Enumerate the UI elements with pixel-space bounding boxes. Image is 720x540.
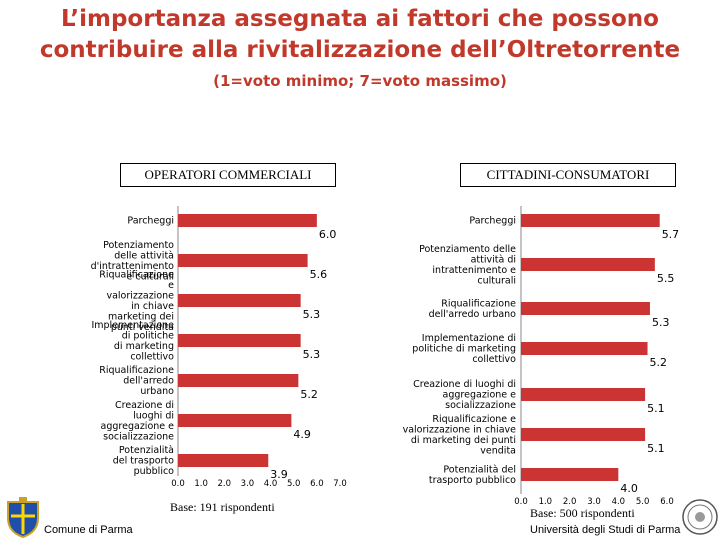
footer-left-label: Comune di Parma	[44, 524, 133, 536]
chart-2-x-tick-label: 5.0	[636, 497, 650, 507]
chart-2-value-label: 5.2	[650, 356, 668, 369]
chart-2-x-tick-label: 1.0	[539, 497, 553, 507]
chart-2-value-label: 4.0	[620, 482, 638, 495]
comune-parma-crest-icon	[7, 497, 39, 538]
footer-right-label: Università degli Studi di Parma	[530, 524, 681, 536]
chart-1-value-label: 3.9	[270, 468, 288, 481]
title-line-2: contribuire alla rivitalizzazione dell’O…	[39, 37, 681, 63]
chart-2-bar	[521, 258, 655, 271]
chart-1-category-label: Implementazione di politiche di marketing c…	[91, 320, 174, 363]
chart-2-category-label: Parcheggi	[469, 216, 516, 227]
chart-1-x-tick-label: 5.0	[287, 479, 301, 489]
chart-1-x-tick-label: 7.0	[333, 479, 347, 489]
chart-1-x-tick-label: 2.0	[218, 479, 232, 489]
chart-1-title: OPERATORI COMMERCIALI	[120, 163, 336, 187]
chart-2-value-label: 5.7	[662, 228, 680, 241]
chart-1-category-label: Riqualificazione e valorizzazione in chiave…	[99, 269, 174, 333]
chart-2-bar	[521, 388, 646, 401]
chart-2-bar	[521, 428, 646, 441]
chart-1-x-tick-label: 6.0	[310, 479, 324, 489]
chart-1-category-label: Creazione di luoghi di aggregazione e socia…	[101, 400, 175, 443]
chart-2-x-tick-label: 4.0	[612, 497, 626, 507]
chart-1-category-label: Potenziamento delle attività d'intrattenim…	[91, 240, 175, 283]
chart-1-value-label: 5.3	[303, 348, 321, 361]
chart-1-bar	[178, 454, 269, 467]
chart-2-value-label: 5.5	[657, 272, 675, 285]
chart-2-bar	[521, 214, 660, 227]
chart-2-category-label: Riqualificazione dell'arredo urbano	[429, 298, 517, 320]
chart-1-category-label: Potenzialità del trasporto pubblico	[113, 445, 174, 477]
chart-1-category-label: Riqualificazione dell'arredo urbano	[99, 365, 174, 397]
chart-2-category-label: Riqualificazione e valorizzazione in chia…	[403, 414, 517, 457]
chart-1-bar	[178, 374, 299, 387]
chart-1-bar	[178, 334, 301, 347]
chart-1-base-note: Base: 191 rispondenti	[170, 500, 275, 514]
chart-2-bar	[521, 302, 650, 315]
chart-1-category-label: Parcheggi	[127, 216, 174, 227]
chart-1-value-label: 5.2	[300, 388, 318, 401]
chart-2-category-label: Creazione di luoghi di aggregazione e soci…	[413, 379, 516, 411]
chart-2-title: CITTADINI-CONSUMATORI	[460, 163, 676, 187]
chart-1-bar	[178, 214, 317, 227]
chart-1-x-tick-label: 1.0	[194, 479, 208, 489]
chart-2-x-tick-label: 3.0	[587, 497, 601, 507]
chart-1-x-tick-label: 4.0	[264, 479, 278, 489]
chart-2-value-label: 5.1	[647, 442, 665, 455]
chart-1-bar	[178, 294, 301, 307]
page-subtitle: (1=voto minimo; 7=voto massimo)	[213, 72, 507, 90]
chart-1-bar	[178, 414, 292, 427]
university-seal-icon	[682, 499, 718, 535]
chart-2-value-label: 5.3	[652, 316, 670, 329]
chart-2-bar	[521, 468, 619, 481]
chart-1-value-label: 6.0	[319, 228, 337, 241]
chart-2-category-label: Implementazione di politiche di marketing…	[412, 333, 516, 365]
chart-1-x-tick-label: 3.0	[241, 479, 255, 489]
chart-1-bar	[178, 254, 308, 267]
chart-1-value-label: 4.9	[293, 428, 311, 441]
chart-2-x-tick-label: 6.0	[660, 497, 674, 507]
chart-2-x-tick-label: 2.0	[563, 497, 577, 507]
chart-2-category-label: Potenziamento delle attività di intratteni…	[419, 244, 516, 287]
chart-2-bar	[521, 342, 648, 355]
title-line-1: L’importanza assegnata ai fattori che po…	[61, 6, 659, 32]
chart-1-value-label: 5.6	[310, 268, 328, 281]
chart-2-x-tick-label: 0.0	[514, 497, 528, 507]
chart-1-value-label: 5.3	[303, 308, 321, 321]
chart-1-x-tick-label: 0.0	[171, 479, 185, 489]
chart-2-base-note: Base: 500 rispondenti	[530, 506, 635, 520]
chart-2-value-label: 5.1	[647, 402, 665, 415]
page-title: L’importanza assegnata ai fattori che po…	[0, 4, 720, 66]
chart-2-category-label: Potenzialità del trasporto pubblico	[429, 464, 516, 486]
